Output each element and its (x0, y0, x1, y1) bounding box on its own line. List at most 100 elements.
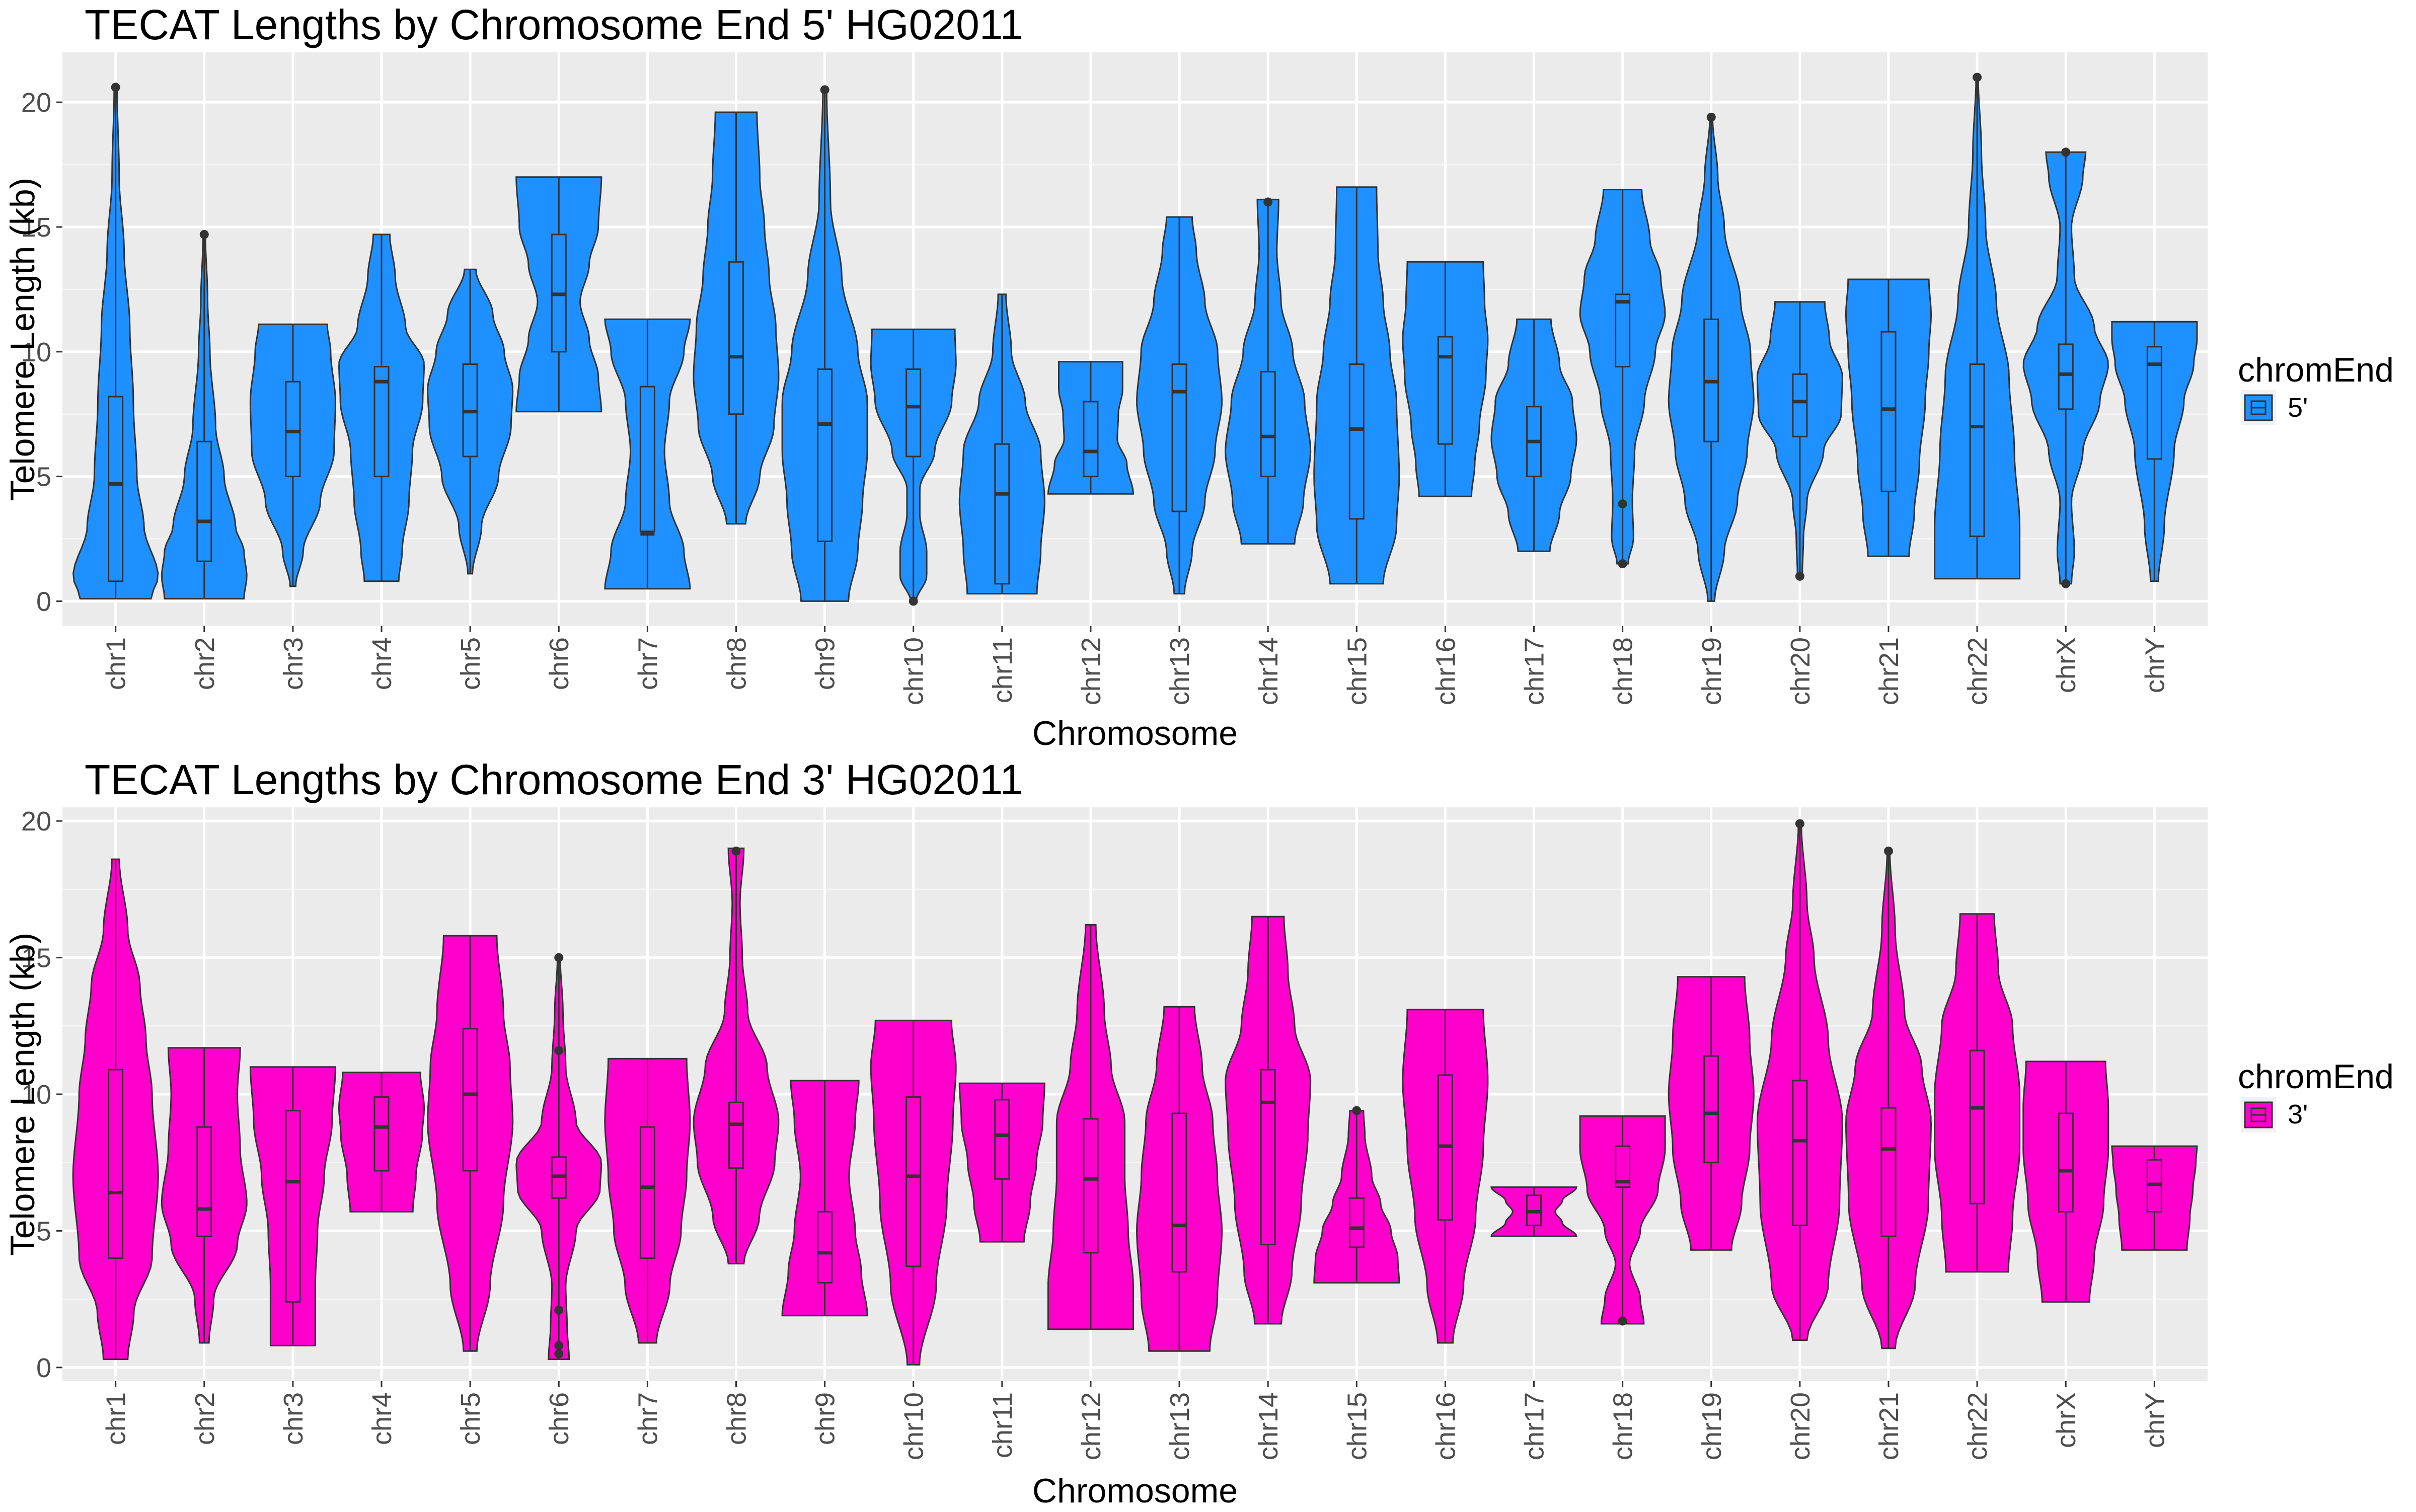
x-tick-label-chr21: chr21 (1874, 637, 1904, 705)
outlier-point (2061, 147, 2071, 157)
violin-chr8 (693, 846, 780, 1265)
x-tick-label-chr19: chr19 (1697, 1392, 1727, 1460)
outlier-point (1795, 819, 1804, 828)
y-tick-label: 0 (36, 586, 51, 617)
outlier-point (1618, 559, 1627, 569)
x-tick-label-chr7: chr7 (633, 637, 663, 690)
box-iqr (108, 1069, 124, 1259)
box-iqr (1171, 1112, 1187, 1273)
chart-title: TECAT Lengths by Chromosome End 3' HG020… (85, 756, 1023, 803)
outlier-point (554, 1046, 564, 1055)
violin-chr17 (1490, 318, 1577, 552)
box-iqr (1260, 370, 1276, 478)
box-iqr (905, 1096, 922, 1267)
box-iqr (373, 366, 390, 478)
box-iqr (1880, 1107, 1897, 1237)
x-tick-label-chr17: chr17 (1520, 637, 1550, 705)
box-iqr (1880, 331, 1897, 492)
violin-chr7 (604, 318, 691, 590)
violin-chr17 (1490, 1186, 1577, 1237)
violin-chrX (2022, 1061, 2109, 1303)
violin-chr7 (604, 1057, 691, 1344)
x-tick-label-chr2: chr2 (190, 1392, 220, 1445)
x-tick-label-chr11: chr11 (988, 1392, 1018, 1458)
x-axis-title: Chromosome (1032, 714, 1238, 752)
violin-chr18 (1579, 189, 1666, 569)
violin-chr13 (1136, 216, 1223, 595)
x-tick-label-chr14: chr14 (1253, 1392, 1284, 1460)
box-iqr (373, 1096, 390, 1172)
violin-chrY (2111, 1145, 2198, 1251)
x-tick-label-chr3: chr3 (278, 1392, 309, 1445)
violin-chr3 (249, 323, 336, 587)
box-iqr (994, 443, 1010, 585)
violin-chr20 (1756, 819, 1843, 1341)
x-tick-label-chrX: chrX (2051, 1392, 2081, 1448)
violin-chr12 (1047, 924, 1134, 1330)
violin-chr19 (1668, 112, 1755, 602)
x-tick-label-chr12: chr12 (1076, 1392, 1106, 1460)
x-tick-label-chrX: chrX (2051, 637, 2081, 693)
chart-title: TECAT Lengths by Chromosome End 5' HG020… (85, 1, 1023, 48)
y-tick-label: 15 (21, 943, 51, 973)
x-tick-label-chr2: chr2 (190, 637, 220, 690)
box-iqr (639, 1126, 655, 1259)
violin-chr16 (1402, 1009, 1489, 1344)
y-tick-label: 10 (21, 337, 51, 367)
violin-chr5 (427, 935, 514, 1352)
box-iqr (1083, 1118, 1099, 1254)
chart-panel-2: 0 5 10 15 20 chr1 chr2 chr3 chr4 chr5 chr6 chr7 chr8… (4, 756, 2394, 1510)
y-tick-label: 0 (36, 1353, 51, 1383)
violin-chr10 (870, 1019, 957, 1366)
box-iqr (2058, 343, 2074, 410)
legend: chromEnd 5' (2238, 351, 2394, 425)
box-iqr (1703, 1055, 1719, 1164)
x-tick-label-chr6: chr6 (544, 637, 574, 690)
violin-chr18 (1579, 1115, 1666, 1326)
violin-chr6 (515, 953, 602, 1360)
outlier-point (1973, 72, 1982, 82)
box-iqr (1437, 336, 1453, 445)
violin-chr6 (515, 176, 602, 413)
x-tick-label-chr4: chr4 (367, 637, 397, 690)
violin-chr15 (1313, 1106, 1400, 1284)
x-tick-label-chr20: chr20 (1785, 637, 1816, 705)
outlier-point (1618, 1316, 1627, 1326)
x-tick-label-chr21: chr21 (1874, 1392, 1904, 1460)
outlier-point (1352, 1106, 1362, 1115)
legend-key-box (2250, 1107, 2267, 1122)
violin-chrY (2111, 321, 2198, 582)
x-tick-label-chr18: chr18 (1608, 1392, 1638, 1460)
outlier-point (1618, 499, 1627, 509)
violin-chr20 (1756, 301, 1843, 581)
x-tick-label-chr17: chr17 (1520, 1392, 1550, 1460)
x-tick-label-chr16: chr16 (1430, 637, 1461, 705)
box-iqr (905, 368, 922, 458)
legend-key (2244, 1101, 2273, 1128)
legend-label: 3' (2288, 1099, 2308, 1129)
box-iqr (817, 368, 833, 542)
x-tick-label-chrY: chrY (2140, 637, 2170, 693)
box-iqr (196, 1126, 212, 1237)
outlier-point (820, 85, 829, 95)
violin-chr5 (427, 268, 514, 575)
violin-chr9 (781, 1080, 868, 1317)
violin-chr21 (1845, 278, 1932, 557)
x-tick-label-chr1: chr1 (101, 1392, 131, 1445)
outlier-point (554, 1341, 564, 1350)
y-tick-label: 10 (21, 1080, 51, 1110)
x-tick-label-chr8: chr8 (721, 637, 751, 690)
legend-key-box (2250, 400, 2267, 415)
y-tick-label: 20 (21, 88, 51, 118)
outlier-point (199, 230, 209, 239)
x-tick-label-chr7: chr7 (633, 1392, 663, 1445)
box-iqr (1260, 1069, 1276, 1246)
outlier-point (2061, 579, 2071, 588)
y-tick-label: 5 (36, 462, 51, 492)
x-tick-label-chr18: chr18 (1608, 637, 1638, 705)
y-tick-label: 15 (21, 212, 51, 243)
box-iqr (1348, 1197, 1365, 1248)
violin-chr16 (1402, 261, 1489, 497)
box-iqr (1348, 363, 1365, 520)
